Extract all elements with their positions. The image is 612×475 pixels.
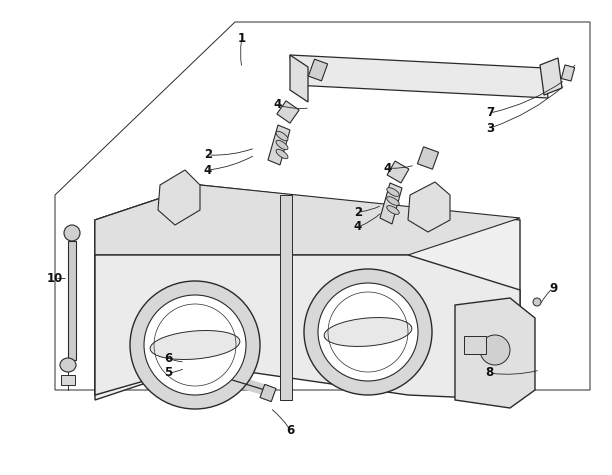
- Text: 4: 4: [384, 162, 392, 174]
- Ellipse shape: [276, 140, 288, 150]
- Ellipse shape: [480, 335, 510, 365]
- Ellipse shape: [324, 317, 412, 346]
- Ellipse shape: [64, 225, 80, 241]
- Text: 6: 6: [286, 424, 294, 437]
- Polygon shape: [95, 255, 520, 400]
- Polygon shape: [95, 185, 200, 395]
- Text: 5: 5: [164, 367, 172, 380]
- Text: 4: 4: [274, 98, 282, 112]
- Polygon shape: [540, 58, 562, 95]
- Ellipse shape: [318, 283, 418, 381]
- Bar: [561, 65, 575, 81]
- Text: 2: 2: [354, 206, 362, 219]
- Ellipse shape: [60, 358, 76, 372]
- Ellipse shape: [387, 188, 399, 196]
- Bar: [277, 101, 299, 123]
- Text: 10: 10: [47, 272, 63, 285]
- Polygon shape: [290, 55, 308, 102]
- Polygon shape: [68, 241, 76, 360]
- Text: 7: 7: [486, 106, 494, 120]
- Text: 1: 1: [238, 31, 246, 45]
- Text: 4: 4: [204, 163, 212, 177]
- Polygon shape: [408, 182, 450, 232]
- Polygon shape: [380, 183, 402, 224]
- Bar: [260, 384, 276, 402]
- Polygon shape: [95, 185, 520, 400]
- Polygon shape: [95, 185, 520, 255]
- Polygon shape: [290, 55, 548, 98]
- Ellipse shape: [387, 206, 399, 214]
- Bar: [61, 375, 75, 385]
- Polygon shape: [158, 170, 200, 225]
- Text: 8: 8: [485, 367, 493, 380]
- Bar: [464, 336, 486, 354]
- Ellipse shape: [304, 269, 432, 395]
- Ellipse shape: [276, 149, 288, 159]
- Polygon shape: [268, 125, 290, 165]
- Text: 3: 3: [486, 122, 494, 134]
- Bar: [417, 147, 439, 169]
- Ellipse shape: [533, 298, 541, 306]
- Polygon shape: [455, 298, 535, 408]
- Ellipse shape: [144, 295, 246, 395]
- Text: 2: 2: [204, 149, 212, 162]
- Polygon shape: [280, 195, 292, 400]
- Text: 9: 9: [549, 282, 557, 294]
- Text: 4: 4: [354, 220, 362, 234]
- Ellipse shape: [130, 281, 260, 409]
- Text: 6: 6: [164, 352, 172, 364]
- Ellipse shape: [150, 331, 240, 360]
- Bar: [387, 161, 409, 183]
- Bar: [308, 59, 327, 81]
- Ellipse shape: [276, 131, 288, 141]
- Ellipse shape: [387, 197, 399, 205]
- Bar: [177, 351, 189, 365]
